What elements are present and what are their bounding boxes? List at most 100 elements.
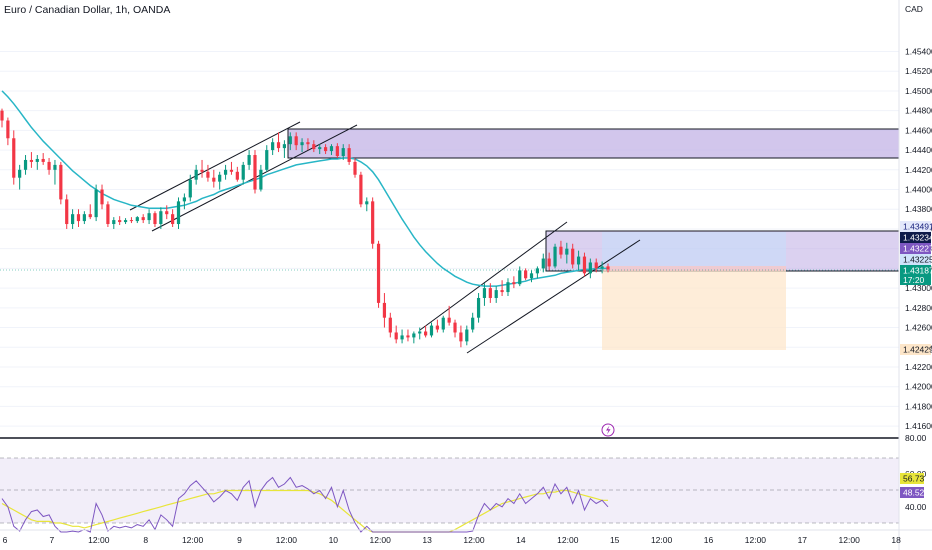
candle-down[interactable]: [582, 256, 587, 274]
candles-layer[interactable]: [0, 108, 610, 348]
candle-down[interactable]: [118, 220, 122, 223]
candle-down[interactable]: [76, 214, 81, 222]
candle-down[interactable]: [141, 217, 145, 221]
candle-up[interactable]: [329, 146, 334, 152]
candle-up[interactable]: [529, 273, 534, 279]
candle-down[interactable]: [165, 211, 169, 215]
candle-down[interactable]: [424, 331, 428, 336]
candle-up[interactable]: [112, 220, 116, 225]
candle-down[interactable]: [382, 302, 387, 318]
candle-up[interactable]: [518, 270, 522, 285]
channel-1-upper[interactable]: [129, 121, 301, 211]
candle-up[interactable]: [259, 169, 263, 190]
candle-down[interactable]: [453, 322, 457, 333]
candle-up[interactable]: [300, 142, 304, 146]
candle-up[interactable]: [365, 201, 369, 205]
candle-up[interactable]: [588, 262, 592, 274]
candle-up[interactable]: [465, 329, 469, 342]
candle-down[interactable]: [406, 335, 410, 338]
candle-up[interactable]: [82, 214, 86, 222]
candle-up[interactable]: [318, 147, 322, 150]
candle-down[interactable]: [571, 248, 575, 265]
channel-2-upper[interactable]: [419, 221, 568, 331]
candle-down[interactable]: [276, 142, 281, 149]
candle-down[interactable]: [212, 177, 216, 182]
candle-down[interactable]: [335, 146, 339, 157]
candle-down[interactable]: [235, 171, 239, 180]
channel-2-lower[interactable]: [466, 239, 641, 354]
candle-up[interactable]: [182, 197, 186, 202]
candle-up[interactable]: [271, 142, 275, 151]
candle-up[interactable]: [565, 248, 569, 255]
candle-down[interactable]: [500, 290, 504, 293]
target-zone[interactable]: [602, 232, 786, 268]
candle-down[interactable]: [488, 288, 492, 298]
candle-up[interactable]: [576, 256, 581, 265]
candle-up[interactable]: [135, 217, 139, 222]
candle-down[interactable]: [100, 189, 104, 205]
lightning-icon[interactable]: [601, 423, 615, 437]
candle-up[interactable]: [35, 158, 39, 162]
candle-up[interactable]: [123, 220, 128, 223]
candle-down[interactable]: [41, 158, 45, 162]
candle-down[interactable]: [388, 317, 392, 333]
candle-up[interactable]: [482, 288, 487, 298]
candle-down[interactable]: [29, 159, 34, 162]
candle-up[interactable]: [176, 201, 181, 225]
candle-down[interactable]: [12, 138, 16, 178]
candle-up[interactable]: [494, 290, 498, 298]
candle-down[interactable]: [359, 174, 363, 205]
candle-down[interactable]: [435, 325, 439, 330]
candle-down[interactable]: [594, 262, 598, 269]
candle-down[interactable]: [59, 164, 63, 200]
candle-up[interactable]: [418, 331, 422, 334]
candle-down[interactable]: [129, 220, 134, 222]
candle-up[interactable]: [400, 335, 404, 340]
candle-down[interactable]: [547, 258, 551, 267]
candle-up[interactable]: [506, 282, 510, 293]
candle-up[interactable]: [18, 169, 22, 178]
candle-down[interactable]: [229, 169, 234, 172]
candle-up[interactable]: [541, 258, 545, 269]
candle-down[interactable]: [559, 246, 563, 255]
candle-down[interactable]: [294, 136, 298, 146]
candle-down[interactable]: [6, 120, 10, 139]
candle-up[interactable]: [265, 150, 269, 170]
candle-down[interactable]: [347, 148, 351, 162]
time-axis[interactable]: 6 7 12:00 8 12:00 9 12:00 10 12:00 13 12:00 14 12:00…: [0, 529, 932, 545]
candle-down[interactable]: [512, 282, 516, 285]
candle-up[interactable]: [159, 211, 163, 225]
candle-up[interactable]: [476, 297, 481, 318]
candle-down[interactable]: [524, 270, 528, 279]
candle-up[interactable]: [471, 317, 475, 330]
stop-zone[interactable]: [602, 270, 786, 350]
candle-down[interactable]: [323, 147, 328, 152]
candle-down[interactable]: [606, 266, 610, 270]
candle-up[interactable]: [218, 174, 222, 182]
candle-up[interactable]: [282, 144, 287, 149]
candle-up[interactable]: [71, 214, 75, 225]
candle-up[interactable]: [53, 164, 57, 170]
candle-up[interactable]: [429, 325, 434, 336]
candle-down[interactable]: [171, 214, 175, 225]
candle-up[interactable]: [247, 155, 251, 165]
candle-down[interactable]: [253, 155, 257, 190]
candle-down[interactable]: [459, 332, 463, 342]
candle-up[interactable]: [147, 213, 151, 221]
candle-up[interactable]: [441, 317, 445, 330]
candle-down[interactable]: [153, 213, 157, 225]
candle-up[interactable]: [188, 179, 192, 198]
candle-up[interactable]: [241, 164, 245, 180]
candle-up[interactable]: [535, 268, 539, 274]
candle-down[interactable]: [306, 142, 310, 145]
candle-down[interactable]: [0, 110, 4, 121]
candle-up[interactable]: [23, 159, 28, 170]
candle-down[interactable]: [200, 169, 204, 172]
candle-down[interactable]: [206, 171, 210, 178]
candle-up[interactable]: [194, 169, 198, 180]
candle-down[interactable]: [394, 332, 398, 340]
candle-up[interactable]: [288, 136, 292, 145]
candle-down[interactable]: [376, 243, 381, 303]
candle-down[interactable]: [371, 201, 375, 244]
